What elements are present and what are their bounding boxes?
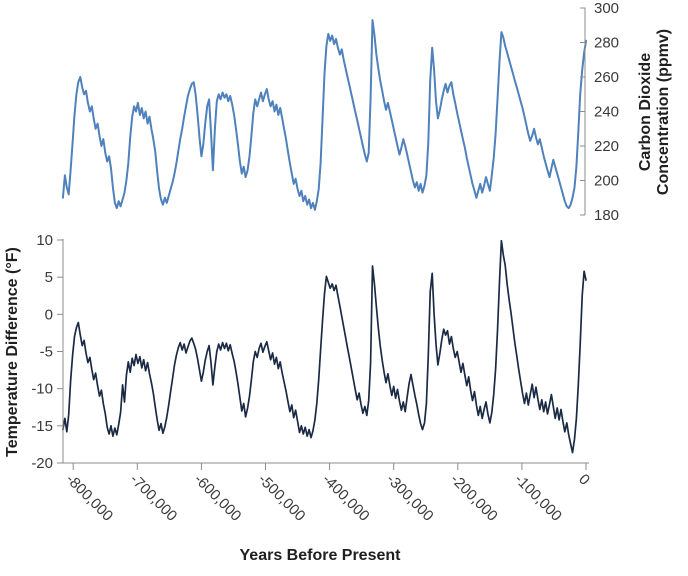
- co2-line-series: [61, 19, 587, 211]
- temperature-tick-label: -20: [31, 455, 53, 472]
- temperature-tick-label: -5: [40, 344, 53, 361]
- co2-tick-label: 280: [594, 35, 619, 52]
- co2-tick-label: 240: [594, 104, 619, 121]
- co2-tick-label: 180: [594, 207, 619, 224]
- x-tick-label: -300,000: [383, 471, 437, 525]
- x-axis-tick-labels: -800,000 -700,000 -600,000 -500,000 -400,000…: [62, 471, 593, 525]
- x-tick-label: -600,000: [191, 471, 245, 525]
- x-tick-label: 0: [575, 471, 593, 489]
- x-tick-label: -400,000: [319, 471, 373, 525]
- temperature-tick-label: 10: [36, 232, 53, 249]
- co2-axis-ticks: [580, 7, 585, 216]
- co2-tick-label: 300: [594, 0, 619, 17]
- temperature-axis-title: Temperature Difference (°F): [4, 247, 21, 457]
- x-axis-title: Years Before Present: [240, 547, 402, 564]
- x-tick-label: -700,000: [126, 471, 180, 525]
- x-tick-label: -100,000: [511, 471, 565, 525]
- temperature-axis-ticks: [57, 239, 63, 464]
- co2-axis-title-line1: Carbon Dioxide: [637, 53, 654, 171]
- co2-chart: 180 200 220 240 260 280 300 Carbon Dioxide Con…: [61, 0, 672, 224]
- co2-tick-label: 260: [594, 69, 619, 86]
- temperature-chart: 10 5 0 -5 -10 -15 -20 -800,000 -700,000 -600,000…: [4, 232, 593, 564]
- x-axis-ticks: [72, 463, 587, 470]
- co2-axis-title-line2: Concentration (ppmv): [655, 29, 672, 195]
- x-tick-label: -200,000: [447, 471, 501, 525]
- temperature-tick-label: -10: [31, 381, 53, 398]
- temperature-line-series: [62, 239, 587, 454]
- co2-axis-tick-labels: 180 200 220 240 260 280 300: [594, 0, 619, 224]
- temperature-tick-label: 0: [45, 306, 53, 323]
- temperature-axis-tick-labels: 10 5 0 -5 -10 -15 -20: [31, 232, 53, 472]
- x-tick-label: -800,000: [62, 471, 116, 525]
- co2-tick-label: 200: [594, 173, 619, 190]
- temperature-tick-label: 5: [45, 269, 53, 286]
- x-tick-label: -500,000: [255, 471, 309, 525]
- co2-tick-label: 220: [594, 138, 619, 155]
- temperature-tick-label: -15: [31, 418, 53, 435]
